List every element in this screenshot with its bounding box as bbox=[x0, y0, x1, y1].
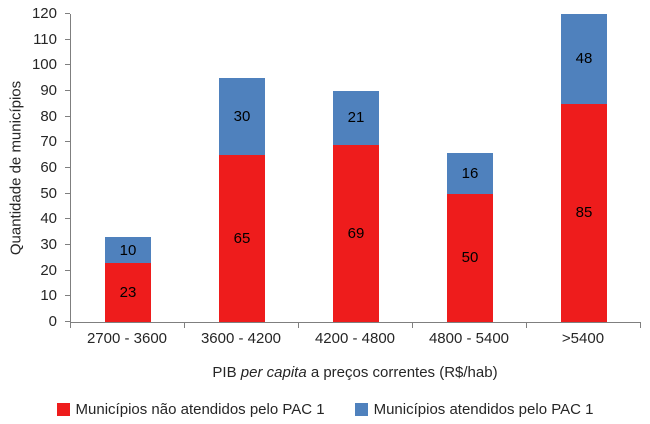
y-tick-label: 110 bbox=[33, 30, 57, 48]
y-tick-label: 40 bbox=[40, 210, 57, 228]
y-tick-label: 120 bbox=[31, 5, 57, 22]
stacked-bar: 16 50 bbox=[447, 152, 493, 322]
y-tick-mark bbox=[65, 321, 70, 322]
bar-value-label: 69 bbox=[347, 224, 365, 242]
bar-value-label: 85 bbox=[575, 204, 593, 222]
y-tick-label: 50 bbox=[40, 184, 57, 202]
legend-item: Municípios não atendidos pelo PAC 1 bbox=[56, 401, 325, 418]
legend-swatch bbox=[56, 403, 70, 416]
y-tick-label: 80 bbox=[40, 107, 57, 125]
y-tick-label: 10 bbox=[40, 287, 57, 305]
y-tick-mark bbox=[65, 167, 70, 168]
y-tick-mark bbox=[65, 115, 70, 117]
bar-segment-nao-atendidos: 65 bbox=[219, 155, 265, 322]
legend-item: Municípios atendidos pelo PAC 1 bbox=[354, 401, 594, 418]
stacked-bar: 10 23 bbox=[105, 237, 151, 322]
legend-label: Municípios atendidos pelo PAC 1 bbox=[373, 401, 594, 418]
bar-column: 21 69 bbox=[299, 14, 413, 322]
y-tick-label: 30 bbox=[40, 236, 57, 253]
bar-value-label: 21 bbox=[347, 109, 365, 127]
y-tick-label: 90 bbox=[40, 82, 57, 99]
y-tick-label: 0 bbox=[48, 313, 57, 330]
x-category-label: 3600 - 4200 bbox=[200, 330, 282, 347]
y-tick-label: 60 bbox=[40, 159, 57, 176]
bar-segment-atendidos: 30 bbox=[219, 78, 265, 156]
bar-value-label: 10 bbox=[119, 241, 137, 259]
x-axis-title-prefix: PIB bbox=[212, 364, 241, 381]
x-tick-mark bbox=[184, 323, 185, 328]
plot-area: 10 23 30 65 21 69 16 50 48 85 bbox=[70, 14, 641, 323]
y-tick-mark bbox=[65, 38, 70, 40]
y-tick-mark bbox=[65, 90, 70, 91]
bar-value-label: 16 bbox=[461, 164, 479, 182]
legend-swatch bbox=[354, 403, 368, 416]
y-tick-mark bbox=[65, 218, 70, 220]
bar-value-label: 48 bbox=[575, 50, 593, 68]
bar-value-label: 23 bbox=[119, 283, 137, 301]
y-tick-label: 20 bbox=[40, 261, 57, 279]
y-tick-label: 70 bbox=[40, 133, 57, 151]
bar-segment-nao-atendidos: 69 bbox=[333, 144, 379, 322]
y-tick-mark bbox=[65, 64, 70, 66]
bar-column: 16 50 bbox=[413, 14, 527, 322]
bar-value-label: 65 bbox=[233, 230, 251, 248]
x-category-label: 4200 - 4800 bbox=[314, 330, 396, 347]
x-axis-title: PIB per capita a preços correntes (R$/ha… bbox=[70, 364, 640, 381]
bar-column: 30 65 bbox=[185, 14, 299, 322]
y-tick-mark bbox=[65, 244, 70, 245]
x-axis-categories: 2700 - 3600 3600 - 4200 4200 - 4800 4800 - … bbox=[70, 330, 640, 347]
bar-column: 10 23 bbox=[71, 14, 185, 322]
y-tick-mark bbox=[65, 141, 70, 143]
bar-segment-nao-atendidos: 85 bbox=[561, 103, 607, 322]
x-category-label: 4800 - 5400 bbox=[428, 330, 510, 347]
y-tick-mark bbox=[65, 13, 70, 14]
bar-segment-atendidos: 16 bbox=[447, 152, 493, 194]
x-tick-mark bbox=[298, 323, 299, 328]
bar-value-label: 50 bbox=[461, 249, 479, 267]
legend: Municípios não atendidos pelo PAC 1 Munic… bbox=[0, 401, 650, 418]
y-axis-gutter: 0 10 20 30 40 50 60 70 80 90 100 110 120 bbox=[0, 5, 70, 330]
x-tick-mark bbox=[526, 323, 527, 328]
stacked-bar: 30 65 bbox=[219, 78, 265, 322]
legend-label: Municípios não atendidos pelo PAC 1 bbox=[75, 401, 325, 418]
x-tick-marks bbox=[70, 323, 641, 328]
x-tick-mark bbox=[412, 323, 413, 328]
x-axis-title-suffix: a preços correntes (R$/hab) bbox=[306, 364, 498, 381]
y-tick-mark bbox=[65, 192, 70, 194]
bar-segment-atendidos: 48 bbox=[561, 14, 607, 104]
x-category-label: >5400 bbox=[561, 330, 605, 347]
x-axis-title-italic: per capita bbox=[240, 364, 307, 381]
stacked-bar: 21 69 bbox=[333, 91, 379, 322]
x-tick-mark bbox=[640, 323, 641, 328]
bar-segment-nao-atendidos: 50 bbox=[447, 193, 493, 322]
y-tick-mark bbox=[65, 269, 70, 271]
bar-segment-atendidos: 10 bbox=[105, 237, 151, 263]
x-category-label: 2700 - 3600 bbox=[86, 330, 168, 347]
y-tick-mark bbox=[65, 295, 70, 297]
bar-segment-atendidos: 21 bbox=[333, 91, 379, 145]
x-tick-mark bbox=[70, 323, 71, 328]
y-tick-label: 100 bbox=[31, 56, 57, 74]
stacked-bar: 48 85 bbox=[561, 14, 607, 322]
bar-value-label: 30 bbox=[233, 108, 251, 126]
bar-segment-nao-atendidos: 23 bbox=[105, 262, 151, 322]
bar-column: 48 85 bbox=[527, 14, 641, 322]
